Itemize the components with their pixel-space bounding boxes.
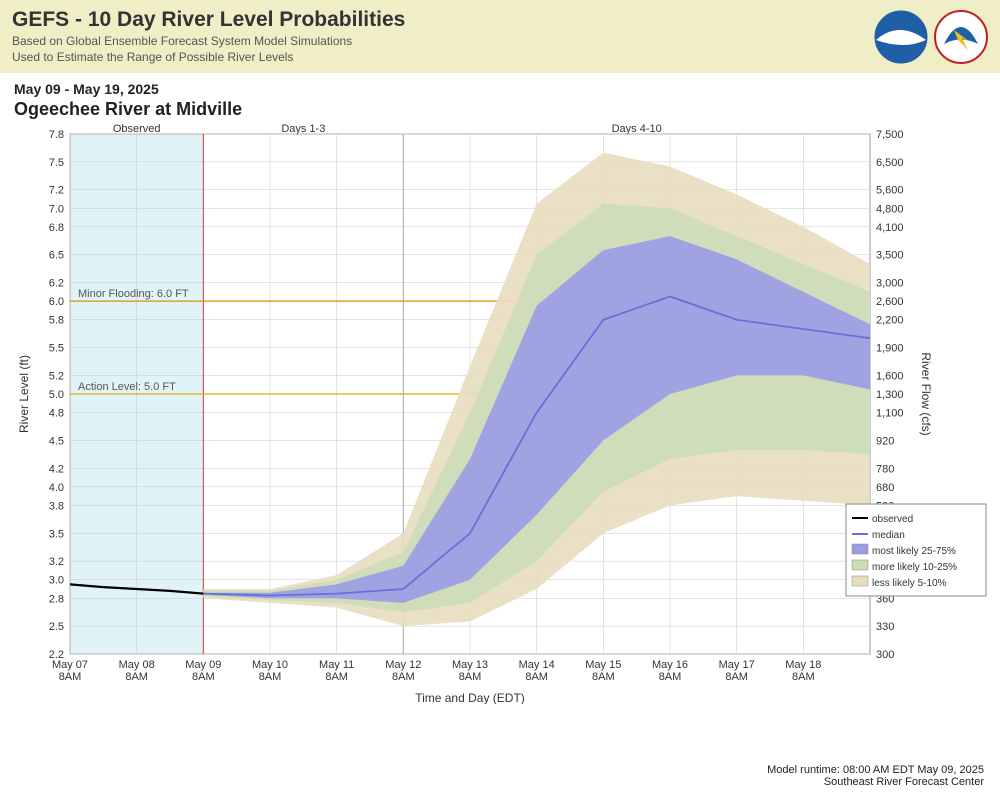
svg-text:1,900: 1,900 bbox=[876, 343, 904, 355]
svg-text:8AM: 8AM bbox=[525, 671, 548, 683]
svg-text:8AM: 8AM bbox=[259, 671, 282, 683]
river-chart: ObservedDays 1-3Days 4-102.23002.53302.8… bbox=[10, 124, 990, 704]
svg-text:8AM: 8AM bbox=[725, 671, 748, 683]
logos bbox=[874, 10, 988, 64]
svg-text:5.0: 5.0 bbox=[49, 389, 64, 401]
svg-text:Time and Day (EDT): Time and Day (EDT) bbox=[415, 691, 525, 704]
svg-text:330: 330 bbox=[876, 621, 894, 633]
svg-text:May 08: May 08 bbox=[119, 659, 155, 671]
svg-text:4,100: 4,100 bbox=[876, 222, 904, 234]
svg-text:less likely 5-10%: less likely 5-10% bbox=[872, 578, 947, 589]
svg-text:2.5: 2.5 bbox=[49, 621, 64, 633]
noaa-logo-icon bbox=[874, 10, 928, 64]
svg-text:5.2: 5.2 bbox=[49, 371, 64, 383]
svg-text:4.0: 4.0 bbox=[49, 482, 64, 494]
svg-text:May 07: May 07 bbox=[52, 659, 88, 671]
svg-text:May 14: May 14 bbox=[519, 659, 555, 671]
svg-text:Minor Flooding: 6.0 FT: Minor Flooding: 6.0 FT bbox=[78, 288, 189, 300]
svg-text:4.2: 4.2 bbox=[49, 463, 64, 475]
chart-area: ObservedDays 1-3Days 4-102.23002.53302.8… bbox=[10, 124, 990, 709]
svg-text:May 11: May 11 bbox=[319, 659, 354, 671]
svg-text:4,800: 4,800 bbox=[876, 203, 904, 215]
svg-text:Observed: Observed bbox=[113, 124, 161, 135]
svg-text:May 13: May 13 bbox=[452, 659, 488, 671]
subtitle: May 09 - May 19, 2025 Ogeechee River at … bbox=[0, 73, 1000, 120]
svg-text:8AM: 8AM bbox=[192, 671, 215, 683]
svg-text:3,500: 3,500 bbox=[876, 250, 904, 262]
header-sub1: Based on Global Ensemble Forecast System… bbox=[12, 34, 405, 50]
footer: Model runtime: 08:00 AM EDT May 09, 2025… bbox=[767, 764, 984, 788]
svg-text:6.0: 6.0 bbox=[49, 296, 64, 308]
svg-text:4.8: 4.8 bbox=[49, 408, 64, 420]
nws-logo-icon bbox=[934, 10, 988, 64]
svg-text:3.5: 3.5 bbox=[49, 528, 64, 540]
svg-text:3,000: 3,000 bbox=[876, 278, 904, 290]
svg-text:1,600: 1,600 bbox=[876, 371, 904, 383]
svg-text:8AM: 8AM bbox=[59, 671, 82, 683]
svg-text:3.8: 3.8 bbox=[49, 501, 64, 513]
svg-text:4.5: 4.5 bbox=[49, 436, 64, 448]
svg-text:5,600: 5,600 bbox=[876, 185, 904, 197]
svg-text:most likely 25-75%: most likely 25-75% bbox=[872, 546, 956, 557]
svg-text:River Flow (cfs): River Flow (cfs) bbox=[919, 353, 933, 436]
svg-text:8AM: 8AM bbox=[125, 671, 148, 683]
svg-text:680: 680 bbox=[876, 482, 894, 494]
header-band: GEFS - 10 Day River Level Probabilities … bbox=[0, 0, 1000, 73]
svg-text:7,500: 7,500 bbox=[876, 129, 904, 141]
svg-text:more likely 10-25%: more likely 10-25% bbox=[872, 562, 957, 573]
svg-text:8AM: 8AM bbox=[659, 671, 682, 683]
svg-text:May 16: May 16 bbox=[652, 659, 688, 671]
svg-text:Days 4-10: Days 4-10 bbox=[612, 124, 662, 135]
svg-text:920: 920 bbox=[876, 436, 894, 448]
svg-text:7.5: 7.5 bbox=[49, 157, 64, 169]
svg-text:780: 780 bbox=[876, 463, 894, 475]
svg-text:May 10: May 10 bbox=[252, 659, 288, 671]
header-sub2: Used to Estimate the Range of Possible R… bbox=[12, 50, 405, 66]
svg-text:2,600: 2,600 bbox=[876, 296, 904, 308]
svg-text:6,500: 6,500 bbox=[876, 157, 904, 169]
svg-text:8AM: 8AM bbox=[792, 671, 815, 683]
svg-text:2,200: 2,200 bbox=[876, 315, 904, 327]
svg-text:median: median bbox=[872, 530, 905, 541]
svg-text:3.0: 3.0 bbox=[49, 575, 64, 587]
svg-text:6.2: 6.2 bbox=[49, 278, 64, 290]
svg-text:River Level (ft): River Level (ft) bbox=[17, 355, 31, 433]
page-title: GEFS - 10 Day River Level Probabilities bbox=[12, 8, 405, 32]
svg-text:2.8: 2.8 bbox=[49, 593, 64, 605]
model-runtime: Model runtime: 08:00 AM EDT May 09, 2025 bbox=[767, 764, 984, 776]
source-center: Southeast River Forecast Center bbox=[767, 776, 984, 788]
date-range: May 09 - May 19, 2025 bbox=[14, 81, 986, 97]
svg-text:8AM: 8AM bbox=[592, 671, 615, 683]
svg-text:May 12: May 12 bbox=[385, 659, 421, 671]
svg-text:May 17: May 17 bbox=[719, 659, 755, 671]
svg-text:5.5: 5.5 bbox=[49, 343, 64, 355]
svg-text:6.8: 6.8 bbox=[49, 222, 64, 234]
svg-text:May 18: May 18 bbox=[785, 659, 821, 671]
svg-text:3.2: 3.2 bbox=[49, 556, 64, 568]
svg-text:7.0: 7.0 bbox=[49, 203, 64, 215]
svg-text:5.8: 5.8 bbox=[49, 315, 64, 327]
svg-text:Action Level: 5.0 FT: Action Level: 5.0 FT bbox=[78, 381, 176, 393]
svg-text:Days 1-3: Days 1-3 bbox=[281, 124, 325, 135]
svg-text:1,300: 1,300 bbox=[876, 389, 904, 401]
station-name: Ogeechee River at Midville bbox=[14, 99, 986, 120]
svg-text:8AM: 8AM bbox=[459, 671, 482, 683]
svg-text:300: 300 bbox=[876, 649, 894, 661]
svg-text:May 09: May 09 bbox=[185, 659, 221, 671]
svg-text:observed: observed bbox=[872, 514, 913, 525]
svg-text:May 15: May 15 bbox=[585, 659, 621, 671]
svg-text:8AM: 8AM bbox=[325, 671, 348, 683]
header-text: GEFS - 10 Day River Level Probabilities … bbox=[12, 8, 405, 65]
svg-text:6.5: 6.5 bbox=[49, 250, 64, 262]
svg-text:1,100: 1,100 bbox=[876, 408, 904, 420]
svg-text:7.8: 7.8 bbox=[49, 129, 64, 141]
svg-text:8AM: 8AM bbox=[392, 671, 415, 683]
svg-text:7.2: 7.2 bbox=[49, 185, 64, 197]
